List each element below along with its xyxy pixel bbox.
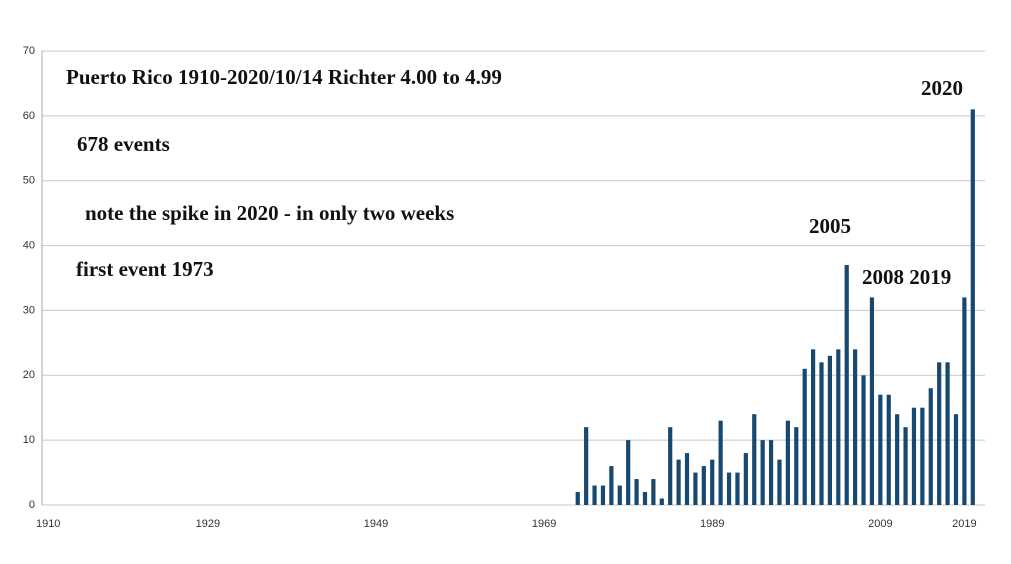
y-tick-label: 0 xyxy=(29,499,35,511)
bar xyxy=(668,427,673,505)
bar xyxy=(768,440,774,505)
x-tick-label: 1969 xyxy=(532,518,556,530)
chart-title: Puerto Rico 1910-2020/10/14 Richter 4.00… xyxy=(66,65,502,89)
bar xyxy=(651,479,656,505)
bar xyxy=(609,466,614,505)
annotation: first event 1973 xyxy=(76,257,214,281)
y-tick-label: 20 xyxy=(23,369,35,381)
bar xyxy=(584,427,589,505)
bar xyxy=(886,394,891,505)
x-tick-label: 2019 xyxy=(952,518,976,530)
bar xyxy=(626,440,631,505)
bar xyxy=(911,407,917,505)
bar xyxy=(827,355,833,505)
x-tick-label: 2009 xyxy=(868,518,892,530)
bar xyxy=(710,459,715,505)
y-tick-label: 40 xyxy=(23,239,35,251)
bar xyxy=(928,388,933,505)
bar xyxy=(659,498,664,505)
bar xyxy=(920,407,925,505)
bar xyxy=(684,453,690,505)
bar xyxy=(878,394,883,505)
y-tick-label: 10 xyxy=(23,434,35,446)
bar xyxy=(718,420,723,505)
y-tick-label: 70 xyxy=(23,45,35,57)
bar xyxy=(945,362,950,505)
bar xyxy=(962,297,967,505)
bar xyxy=(895,414,900,505)
bar xyxy=(726,472,732,505)
annotation: 2005 xyxy=(809,214,851,238)
x-tick-label: 1929 xyxy=(196,518,220,530)
bar xyxy=(735,472,740,505)
bar xyxy=(592,485,597,505)
x-tick-label: 1989 xyxy=(700,518,724,530)
annotation: 2008 2019 xyxy=(862,265,951,289)
bar xyxy=(634,479,639,505)
y-tick-label: 30 xyxy=(23,304,35,316)
bar xyxy=(785,420,790,505)
annotation: 678 events xyxy=(77,132,170,156)
x-tick-label: 1949 xyxy=(364,518,388,530)
y-tick-label: 50 xyxy=(23,175,35,187)
bar xyxy=(642,492,648,505)
bar xyxy=(676,459,681,505)
bar xyxy=(575,492,580,505)
bar xyxy=(802,368,807,505)
bar xyxy=(937,362,942,505)
bar xyxy=(970,109,975,505)
bar xyxy=(861,375,866,505)
bar xyxy=(853,349,858,505)
bar xyxy=(836,349,841,505)
bar xyxy=(600,485,606,505)
bar xyxy=(869,297,875,505)
bar xyxy=(752,414,757,505)
bar xyxy=(819,362,824,505)
x-tick-label: 1910 xyxy=(36,518,60,530)
bar xyxy=(701,466,706,505)
bar xyxy=(693,472,698,505)
y-tick-label: 60 xyxy=(23,110,35,122)
annotation: 2020 xyxy=(921,76,963,100)
bar xyxy=(743,453,748,505)
bar xyxy=(810,349,816,505)
bar xyxy=(903,427,908,505)
bar xyxy=(760,440,765,505)
bar xyxy=(794,427,799,505)
bar xyxy=(777,459,782,505)
bar xyxy=(953,414,959,505)
annotation: note the spike in 2020 - in only two wee… xyxy=(85,201,454,225)
bar xyxy=(844,265,849,505)
bar xyxy=(617,485,622,505)
